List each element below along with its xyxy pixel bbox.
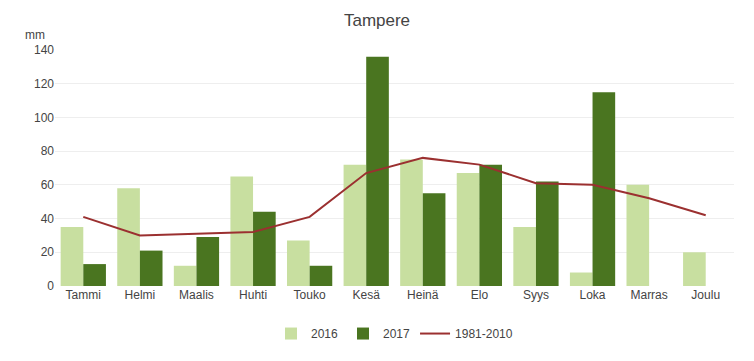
svg-text:Elo: Elo [471, 288, 489, 302]
svg-text:Marras: Marras [630, 288, 667, 302]
svg-text:Joulu: Joulu [691, 288, 720, 302]
svg-text:120: 120 [34, 77, 54, 91]
svg-text:Helmi: Helmi [125, 288, 156, 302]
svg-text:Touko: Touko [294, 288, 326, 302]
svg-text:Loka: Loka [580, 288, 606, 302]
svg-text:Huhti: Huhti [239, 288, 267, 302]
svg-text:60: 60 [41, 178, 55, 192]
svg-text:1981-2010: 1981-2010 [455, 327, 513, 341]
svg-text:Maalis: Maalis [179, 288, 214, 302]
svg-text:Heinä: Heinä [407, 288, 439, 302]
svg-text:0: 0 [47, 279, 54, 293]
svg-text:2017: 2017 [383, 327, 410, 341]
svg-text:140: 140 [34, 43, 54, 57]
svg-text:Syys: Syys [523, 288, 549, 302]
svg-text:Tammi: Tammi [66, 288, 101, 302]
svg-text:2016: 2016 [311, 327, 338, 341]
svg-text:Kesä: Kesä [353, 288, 381, 302]
svg-text:100: 100 [34, 111, 54, 125]
svg-text:20: 20 [41, 245, 55, 259]
svg-text:80: 80 [41, 144, 55, 158]
svg-text:40: 40 [41, 212, 55, 226]
svg-text:mm: mm [25, 28, 45, 42]
svg-text:Tampere: Tampere [344, 11, 410, 30]
